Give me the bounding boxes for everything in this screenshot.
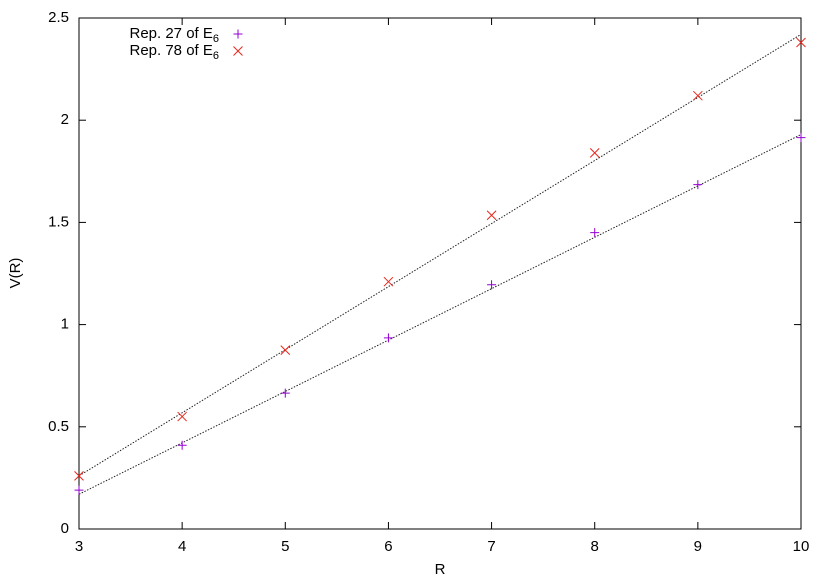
y-tick-label: 1: [61, 316, 69, 333]
legend-label: Rep. 27 of E6: [129, 25, 219, 45]
legend-label: Rep. 78 of E6: [129, 42, 219, 62]
x-tick-label: 5: [281, 538, 289, 555]
point: [177, 411, 187, 422]
legend-subscript: 6: [213, 50, 219, 62]
plot-frame: [78, 17, 802, 530]
y-tick-label: 0.5: [48, 418, 69, 435]
y-tick-label: 1.5: [48, 213, 69, 230]
legend-text: Rep. 78 of E: [129, 42, 212, 59]
fit-line: [78, 33, 802, 477]
x-tick-label: 7: [487, 538, 495, 555]
y-tick-label: 2.5: [48, 9, 69, 26]
point: [693, 180, 703, 190]
x-tick-label: 3: [75, 538, 83, 555]
x-tick-label: 6: [384, 538, 392, 555]
x-tick-label: 10: [793, 538, 810, 555]
legend-subscript: 6: [213, 33, 219, 45]
point: [177, 440, 187, 450]
point: [383, 333, 393, 343]
point: [280, 388, 290, 398]
x-axis-label: R: [435, 561, 446, 578]
x-tick-label: 8: [591, 538, 599, 555]
point: [74, 485, 84, 495]
y-tick-label: 2: [61, 111, 69, 128]
point: [693, 90, 703, 101]
y-axis-label: V(R): [7, 258, 24, 289]
point: [589, 148, 600, 158]
legend-text: Rep. 27 of E: [129, 25, 212, 42]
y-tick-label: 0: [61, 520, 69, 537]
x-tick-label: 9: [694, 538, 702, 555]
point: [74, 471, 84, 481]
point: [590, 228, 600, 238]
point: [280, 345, 291, 356]
x-tick-label: 4: [178, 538, 186, 555]
fit-line: [78, 134, 802, 495]
legend-marker: [233, 46, 243, 56]
point: [487, 280, 497, 290]
point: [486, 210, 497, 221]
point: [383, 276, 394, 287]
legend-marker: [233, 29, 243, 39]
point: [796, 133, 806, 143]
point: [796, 37, 806, 48]
